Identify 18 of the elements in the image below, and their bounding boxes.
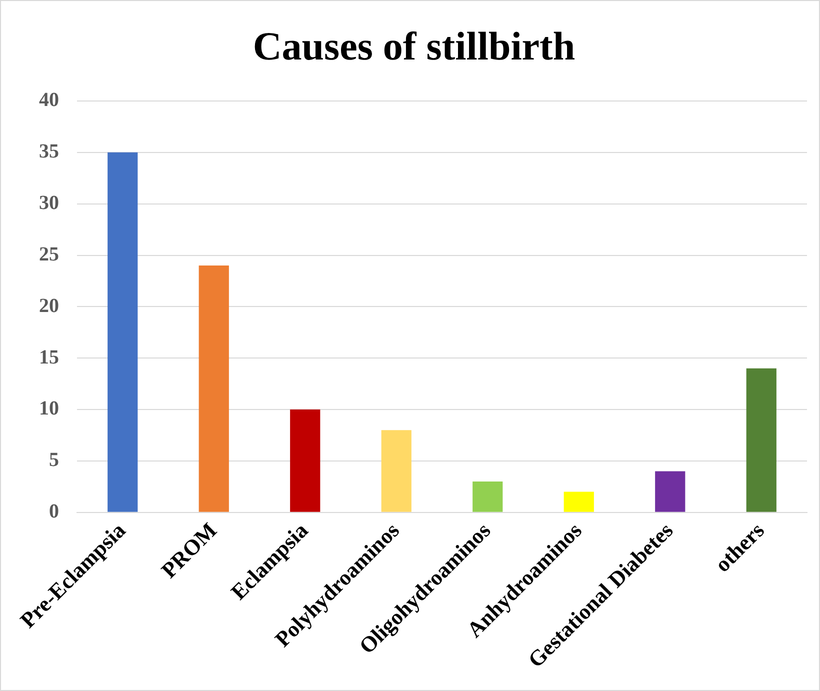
- bar: [655, 471, 686, 512]
- y-tick-label: 0: [49, 500, 59, 523]
- bar: [564, 492, 594, 512]
- bar: [381, 430, 412, 512]
- y-tick-label: 40: [39, 89, 59, 112]
- y-tick-label: 30: [39, 192, 59, 214]
- chart-title: Causes of stillbirth: [252, 23, 576, 68]
- bar: [108, 152, 138, 512]
- y-tick-label: 35: [39, 140, 59, 163]
- bar: [198, 266, 229, 512]
- bar: [472, 482, 503, 512]
- bar: [746, 368, 776, 512]
- y-tick-label: 5: [49, 449, 59, 472]
- y-tick-label: 10: [39, 398, 59, 420]
- y-tick-label: 25: [39, 243, 59, 266]
- y-tick-label: 15: [39, 346, 59, 368]
- y-tick-label: 20: [39, 294, 59, 317]
- bar: [290, 410, 320, 512]
